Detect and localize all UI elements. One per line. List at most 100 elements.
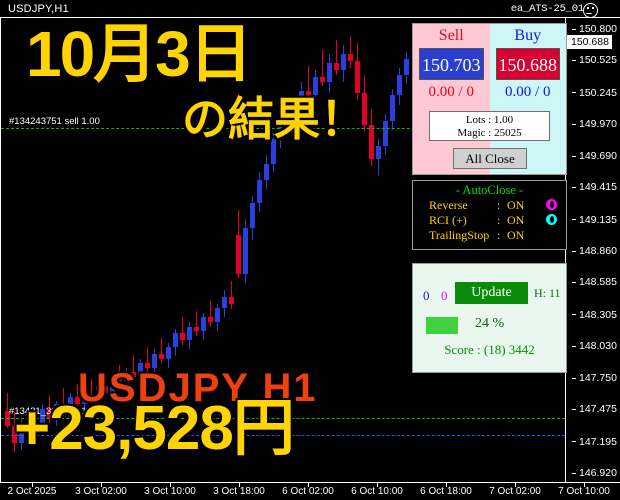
- candlestick: [214, 303, 220, 332]
- candlestick: [60, 388, 66, 414]
- candlestick: [165, 342, 171, 368]
- candle-body: [137, 363, 143, 377]
- autoclose-row-rci[interactable]: RCI (+) : ON: [413, 213, 566, 228]
- autoclose-panel: - AutoClose - Reverse : ON RCI (+) : ON …: [412, 180, 567, 250]
- candlestick: [396, 67, 402, 105]
- autoclose-row-reverse[interactable]: Reverse : ON: [413, 198, 566, 213]
- sell-price-button[interactable]: 150.703: [419, 48, 484, 80]
- candle-body: [207, 317, 213, 322]
- trailingstop-value: ON: [507, 228, 525, 242]
- overlay-profit-text: +23,528円: [14, 394, 295, 463]
- price-tick-label: 149.690: [572, 150, 617, 162]
- order-line[interactable]: [1, 435, 565, 437]
- candle-body: [67, 397, 73, 412]
- price-tick-label: 147.195: [572, 436, 617, 448]
- candle-body: [172, 333, 178, 348]
- candlestick: [158, 337, 164, 364]
- time-tick-label: 7 Oct 10:00: [558, 486, 610, 497]
- candlestick: [95, 381, 101, 407]
- rci-value: ON: [507, 213, 525, 227]
- candle-wick: [62, 388, 64, 414]
- progress-bar: [426, 317, 458, 334]
- candle-body: [228, 296, 234, 304]
- candlestick: [375, 138, 381, 176]
- candlestick: [130, 355, 136, 382]
- candle-body: [109, 379, 115, 393]
- candle-body: [116, 379, 122, 386]
- candle-body: [354, 61, 360, 94]
- candlestick: [326, 54, 332, 94]
- candle-body: [74, 397, 80, 405]
- buy-pl-value: 0.00 / 0: [505, 84, 551, 100]
- candlestick: [403, 51, 409, 84]
- candle-body: [382, 120, 388, 146]
- time-tick-notch: [101, 483, 102, 487]
- candlestick: [305, 65, 311, 100]
- time-tick-label: 3 Oct 02:00: [75, 486, 127, 497]
- candlestick: [88, 379, 94, 405]
- trailingstop-label: TrailingStop: [429, 228, 490, 242]
- candle-wick: [6, 392, 8, 429]
- candle-body: [130, 372, 136, 377]
- all-close-button[interactable]: All Close: [453, 148, 527, 169]
- candlestick: [74, 383, 80, 409]
- candlestick: [144, 347, 150, 373]
- candle-body: [305, 90, 311, 96]
- order-line-label: #13421_398 sell 1.00: [9, 406, 100, 418]
- order-line[interactable]: [1, 418, 565, 420]
- update-button[interactable]: Update: [455, 282, 528, 304]
- candle-body: [333, 63, 339, 71]
- reverse-value: ON: [507, 198, 525, 212]
- rci-label: RCI (+): [429, 213, 467, 227]
- candle-body: [389, 95, 395, 121]
- candle-body: [179, 333, 185, 341]
- candle-body: [368, 125, 374, 160]
- candlestick: [263, 154, 269, 190]
- candlestick: [347, 35, 353, 68]
- candle-body: [25, 424, 31, 435]
- candlestick: [249, 196, 255, 240]
- buy-price-button[interactable]: 150.688: [495, 48, 560, 80]
- reverse-sep: :: [497, 198, 501, 212]
- candlestick: [221, 289, 227, 318]
- candlestick: [291, 102, 297, 137]
- candlestick: [67, 392, 73, 421]
- price-tick-label: 147.750: [572, 372, 617, 384]
- candlestick: [354, 42, 360, 100]
- chart-title-bar: USDJPY,H1 ea_ATS-25_01: [0, 0, 620, 18]
- time-tick-notch: [584, 483, 585, 487]
- candlestick: [32, 418, 38, 444]
- order-line[interactable]: [1, 127, 565, 129]
- candlestick: [319, 49, 325, 87]
- price-tick-label: 149.970: [572, 118, 617, 130]
- candlestick: [81, 390, 87, 416]
- price-axis[interactable]: 150.800 150.525 150.245 149.970 149.690 149.4…: [565, 18, 620, 482]
- candle-body: [46, 408, 52, 419]
- price-tick-label: 149.415: [572, 181, 617, 193]
- autoclose-title: - AutoClose -: [455, 183, 524, 197]
- candle-wick: [321, 49, 323, 87]
- time-axis[interactable]: 2 Oct 2025 3 Oct 02:00 3 Oct 10:00 3 Oct 18…: [0, 482, 620, 500]
- time-tick-label: 6 Oct 10:00: [351, 486, 403, 497]
- candlestick: [298, 81, 304, 119]
- candle-wick: [230, 280, 232, 310]
- price-tick-label: 146.920: [572, 467, 617, 479]
- price-tick-label: 150.245: [572, 87, 617, 99]
- candle-wick: [104, 372, 106, 398]
- candle-body: [347, 54, 353, 62]
- candle-body: [403, 58, 409, 75]
- candlestick: [186, 321, 192, 350]
- candlestick: [389, 88, 395, 130]
- ea-trade-panel: Sell 150.703 0.00 / 0 Buy 150.688 0.00 /…: [412, 23, 567, 175]
- sell-pl-value: 0.00 / 0: [428, 84, 474, 100]
- candlestick: [256, 172, 262, 213]
- candle-body: [144, 363, 150, 368]
- price-tick-label: 148.030: [572, 340, 617, 352]
- candlestick: [368, 109, 374, 167]
- candle-wick: [286, 97, 288, 135]
- candle-wick: [118, 365, 120, 391]
- candlestick: [116, 365, 122, 391]
- candle-body: [18, 424, 24, 444]
- autoclose-row-trailingstop[interactable]: TrailingStop : ON: [413, 228, 566, 243]
- price-tick-label: 148.585: [572, 276, 617, 288]
